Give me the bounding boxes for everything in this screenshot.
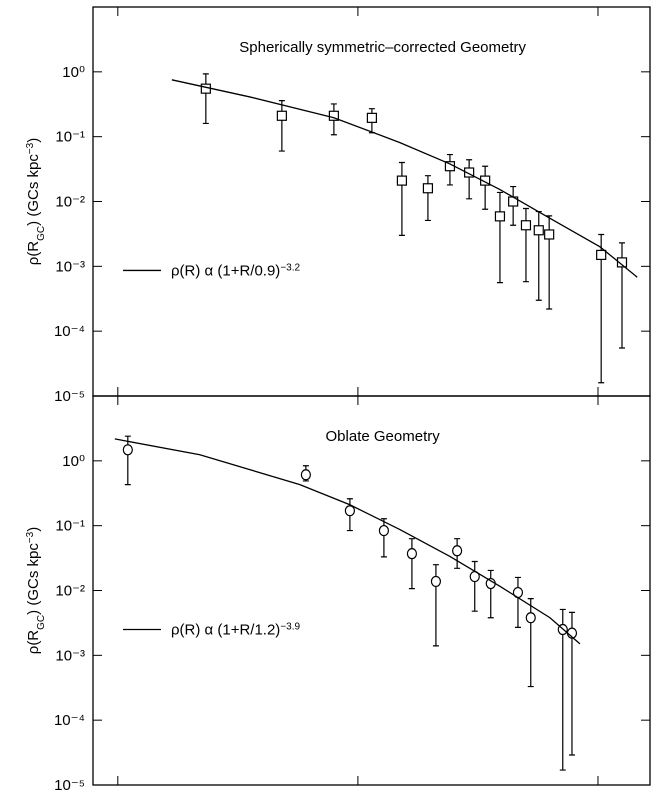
text-segment: ) (GCs kpc (25, 154, 42, 226)
y-tick-label: 10⁻⁴ (54, 323, 85, 340)
y-tick-label: 10⁻³ (55, 647, 85, 664)
text-segment: ρ(R (25, 241, 42, 266)
data-point (328, 110, 339, 121)
y-tick-label: 10⁻⁵ (54, 388, 85, 405)
plot-frame (92, 6, 651, 397)
data-point (276, 110, 287, 121)
data-point (200, 83, 211, 94)
data-point (616, 257, 628, 268)
data-point (430, 575, 442, 588)
data-point (485, 577, 496, 590)
text-segment: −3 (25, 142, 36, 154)
error-bar (496, 191, 503, 284)
error-bar (408, 538, 415, 590)
error-bar (487, 569, 494, 619)
data-point (122, 444, 133, 456)
error-bar (424, 175, 431, 222)
error-bar (202, 73, 209, 125)
y-tick-label: 10⁻⁵ (54, 777, 85, 790)
error-bar (380, 518, 387, 558)
y-tick-label: 10⁻¹ (55, 518, 85, 535)
text-segment: −3.9 (280, 621, 300, 632)
data-point (452, 545, 463, 557)
text-segment: ρ(R) α (1+R/0.9) (171, 262, 280, 279)
error-bar (398, 161, 405, 236)
text-segment: −3 (25, 531, 36, 543)
y-tick-label: 10⁰ (62, 64, 85, 81)
data-point (366, 112, 378, 123)
plot-frame (92, 395, 651, 786)
fit-curve (114, 438, 581, 645)
data-point (544, 229, 555, 240)
data-point (596, 249, 607, 261)
data-point (406, 548, 418, 560)
y-tick-label: 10⁻¹ (55, 129, 85, 146)
text-segment: ) (25, 138, 42, 143)
error-bar (124, 435, 131, 486)
fit-curve (171, 79, 638, 278)
legend-label: ρ(R) α (1+R/0.9)−3.2 (171, 262, 300, 280)
data-point (533, 225, 544, 236)
data-point (464, 167, 475, 178)
data-point (378, 524, 390, 537)
text-segment: ) (25, 527, 42, 532)
data-point (300, 469, 311, 481)
y-tick-label: 10⁻³ (55, 258, 85, 275)
text-segment: ρ(R (25, 630, 42, 655)
y-tick-label: 10⁻² (55, 194, 85, 211)
data-point (520, 220, 532, 231)
error-bar (514, 576, 521, 628)
data-point (396, 175, 408, 186)
data-point (525, 612, 536, 624)
y-tick-label: 10⁻⁴ (54, 712, 85, 729)
y-axis-label: ρ(RGC) (GCs kpc−3) (25, 527, 47, 654)
data-point (494, 211, 506, 222)
data-point (480, 175, 491, 186)
error-bar (527, 598, 534, 688)
y-tick-label: 10⁰ (62, 453, 85, 470)
text-segment: ) (GCs kpc (25, 543, 42, 615)
data-point (422, 183, 434, 194)
error-bar (278, 100, 285, 152)
data-point (344, 505, 355, 517)
panel-title: Spherically symmetric–corrected Geometry (239, 39, 526, 56)
error-bar (535, 210, 542, 301)
text-segment: GC (36, 226, 47, 241)
legend-label: ρ(R) α (1+R/1.2)−3.9 (171, 621, 300, 639)
y-axis-label: ρ(RGC) (GCs kpc−3) (25, 138, 47, 265)
error-bar (471, 560, 478, 612)
text-segment: GC (36, 615, 47, 630)
y-tick-label: 10⁻² (55, 583, 85, 600)
error-bar (482, 165, 489, 210)
error-bar (559, 608, 566, 771)
text-segment: ρ(R) α (1+R/1.2) (171, 622, 280, 639)
error-bar (522, 207, 529, 283)
text-segment: −3.2 (280, 262, 300, 273)
error-bar (466, 159, 473, 200)
panel-title: Oblate Geometry (326, 428, 441, 445)
